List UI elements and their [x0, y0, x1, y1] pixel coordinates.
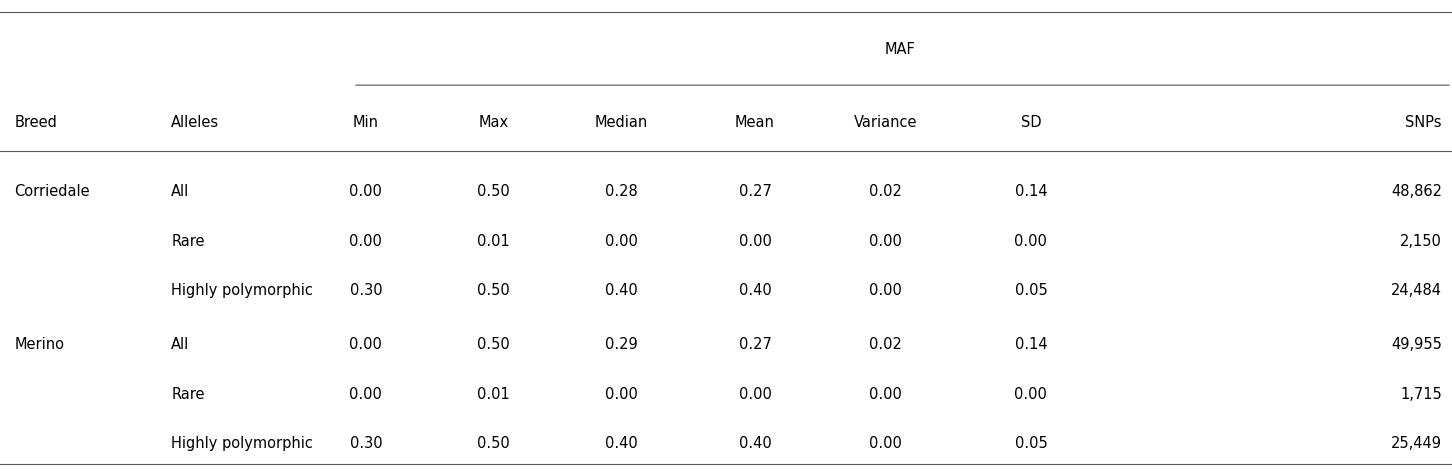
Text: 0.00: 0.00 [1015, 234, 1047, 249]
Text: 0.00: 0.00 [350, 337, 382, 352]
Text: 0.00: 0.00 [870, 234, 902, 249]
Text: 0.01: 0.01 [478, 386, 510, 402]
Text: 0.00: 0.00 [350, 386, 382, 402]
Text: 24,484: 24,484 [1391, 283, 1442, 298]
Text: 49,955: 49,955 [1391, 337, 1442, 352]
Text: All: All [171, 337, 190, 352]
Text: 0.40: 0.40 [605, 283, 637, 298]
Text: 0.27: 0.27 [739, 337, 771, 352]
Text: 0.00: 0.00 [870, 386, 902, 402]
Text: Variance: Variance [854, 115, 918, 131]
Text: 0.27: 0.27 [739, 184, 771, 199]
Text: 0.00: 0.00 [350, 184, 382, 199]
Text: 0.00: 0.00 [1015, 386, 1047, 402]
Text: 0.00: 0.00 [739, 386, 771, 402]
Text: 0.40: 0.40 [739, 436, 771, 451]
Text: 0.50: 0.50 [478, 436, 510, 451]
Text: Mean: Mean [735, 115, 775, 131]
Text: 0.50: 0.50 [478, 283, 510, 298]
Text: Corriedale: Corriedale [15, 184, 90, 199]
Text: 0.00: 0.00 [350, 234, 382, 249]
Text: 0.40: 0.40 [739, 283, 771, 298]
Text: 0.00: 0.00 [739, 234, 771, 249]
Text: Alleles: Alleles [171, 115, 219, 131]
Text: 2,150: 2,150 [1400, 234, 1442, 249]
Text: Merino: Merino [15, 337, 64, 352]
Text: 0.30: 0.30 [350, 436, 382, 451]
Text: MAF: MAF [884, 42, 916, 57]
Text: 0.14: 0.14 [1015, 337, 1047, 352]
Text: 0.00: 0.00 [605, 386, 637, 402]
Text: 0.02: 0.02 [870, 184, 902, 199]
Text: 0.05: 0.05 [1015, 436, 1047, 451]
Text: Breed: Breed [15, 115, 58, 131]
Text: Highly polymorphic: Highly polymorphic [171, 283, 314, 298]
Text: 0.00: 0.00 [605, 234, 637, 249]
Text: 0.30: 0.30 [350, 283, 382, 298]
Text: Min: Min [353, 115, 379, 131]
Text: 0.50: 0.50 [478, 337, 510, 352]
Text: 0.14: 0.14 [1015, 184, 1047, 199]
Text: 0.40: 0.40 [605, 436, 637, 451]
Text: 0.00: 0.00 [870, 283, 902, 298]
Text: Highly polymorphic: Highly polymorphic [171, 436, 314, 451]
Text: All: All [171, 184, 190, 199]
Text: 0.02: 0.02 [870, 337, 902, 352]
Text: 1,715: 1,715 [1400, 386, 1442, 402]
Text: Rare: Rare [171, 234, 205, 249]
Text: 48,862: 48,862 [1391, 184, 1442, 199]
Text: 0.29: 0.29 [605, 337, 637, 352]
Text: SD: SD [1021, 115, 1041, 131]
Text: Median: Median [595, 115, 648, 131]
Text: 25,449: 25,449 [1391, 436, 1442, 451]
Text: 0.05: 0.05 [1015, 283, 1047, 298]
Text: Rare: Rare [171, 386, 205, 402]
Text: 0.28: 0.28 [605, 184, 637, 199]
Text: 0.50: 0.50 [478, 184, 510, 199]
Text: Max: Max [479, 115, 508, 131]
Text: SNPs: SNPs [1406, 115, 1442, 131]
Text: 0.01: 0.01 [478, 234, 510, 249]
Text: 0.00: 0.00 [870, 436, 902, 451]
